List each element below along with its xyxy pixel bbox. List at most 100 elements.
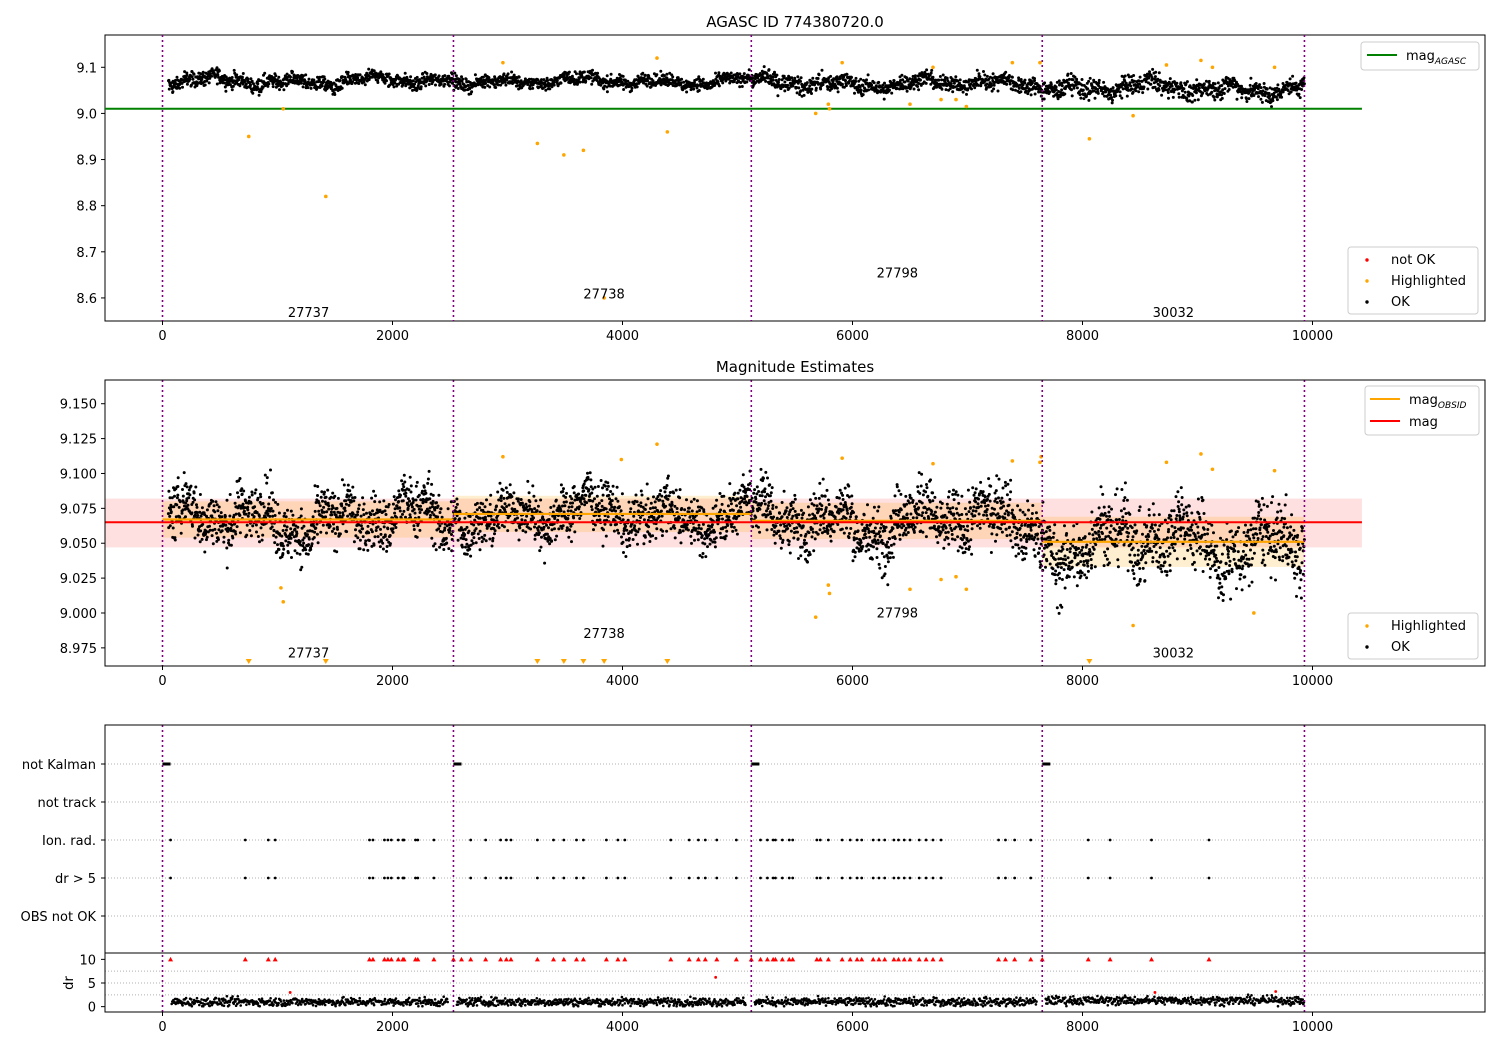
agasc-ok-point [1157, 71, 1161, 75]
agasc-ok-point [185, 71, 189, 75]
agasc-ok-point [619, 78, 623, 81]
estimates-ok-point [653, 500, 657, 504]
agasc-ok-point [652, 72, 656, 76]
estimates-ok-point [539, 545, 543, 549]
agasc-ok-point [1133, 79, 1136, 83]
agasc-ok-point [1138, 82, 1142, 86]
estimates-ok-point [570, 505, 574, 509]
estimates-ok-point [382, 525, 386, 529]
estimates-ok-point [436, 504, 440, 508]
estimates-ok-point [404, 494, 408, 498]
agasc-ok-point [388, 83, 392, 87]
estimates-ok-point [443, 526, 447, 530]
estimates-ok-point [624, 524, 628, 528]
estimates-ok-point [268, 514, 272, 518]
agasc-ok-point [363, 83, 367, 87]
estimates-ok-point [335, 550, 339, 554]
estimates-ok-point [521, 529, 525, 533]
estimates-ok-point [234, 512, 238, 516]
estimates-ok-point [391, 530, 395, 534]
estimates-ok-point [478, 506, 482, 510]
estimates-ok-point [235, 525, 239, 529]
estimates-ok-point [694, 527, 698, 531]
agasc-ok-point [642, 76, 646, 80]
estimates-ok-point [626, 518, 630, 522]
agasc-ok-point [235, 73, 239, 77]
estimates-ok-point [489, 514, 493, 518]
agasc-ok-point [1216, 81, 1220, 85]
agasc-ok-point [786, 83, 790, 87]
estimates-ok-point [362, 513, 366, 517]
estimates-ok-point [362, 502, 366, 506]
agasc-ok-point [1081, 88, 1085, 92]
estimates-ok-point [255, 530, 258, 534]
estimates-ok-point [342, 483, 346, 487]
agasc-status-legend: not OK Highlighted OK [1347, 246, 1479, 315]
agasc-ok-point [1142, 85, 1146, 89]
estimates-ok-point [541, 515, 545, 519]
agasc-ok-point [1197, 86, 1201, 90]
estimates-ok-point [701, 522, 705, 526]
agasc-ok-point [675, 83, 679, 87]
estimates-ok-point [559, 483, 563, 487]
agasc-ok-point [821, 83, 825, 87]
agasc-ok-point [1289, 90, 1293, 94]
agasc-ok-point [1059, 91, 1063, 94]
agasc-highlighted-point [562, 153, 566, 157]
legend-sub-agasc: AGASC [1434, 57, 1467, 67]
agasc-ok-point [468, 87, 472, 91]
estimates-ok-point [169, 510, 173, 514]
estimates-ok-point [233, 501, 237, 505]
estimates-ok-point [690, 509, 694, 513]
estimates-ok-point [397, 489, 401, 493]
estimates-ok-point [566, 509, 570, 513]
estimates-ok-point [217, 505, 221, 509]
estimates-ok-point [420, 508, 423, 512]
estimates-ok-point [587, 488, 591, 492]
agasc-panel: AGASC ID 774380720.0 8.68.78.88.99.09.10… [76, 13, 1486, 344]
estimates-ok-point [361, 508, 365, 512]
estimates-ok-point [357, 507, 361, 511]
estimates-ok-point [316, 485, 320, 488]
estimates-ok-point [402, 485, 406, 489]
estimates-ok-point [422, 485, 426, 489]
estimates-ok-point [700, 555, 704, 559]
estimates-ok-point [175, 496, 179, 500]
agasc-ok-point [483, 85, 487, 89]
estimates-ok-point [261, 533, 265, 537]
estimates-ok-point [184, 482, 188, 486]
agasc-ok-point [977, 83, 980, 87]
estimates-ok-point [379, 532, 383, 536]
agasc-ok-point [590, 82, 594, 86]
agasc-ok-point [937, 78, 941, 82]
estimates-ok-point [673, 526, 677, 530]
estimates-ok-point [351, 512, 355, 516]
agasc-ok-point [448, 84, 451, 88]
estimates-ok-point [168, 524, 172, 528]
agasc-ok-point [1262, 82, 1266, 85]
estimates-ok-point [616, 499, 620, 503]
agasc-ok-point [872, 81, 876, 85]
estimates-ok-point [361, 527, 365, 531]
estimates-ok-point [179, 531, 183, 535]
estimates-ok-point [625, 528, 629, 532]
agasc-ok-point [1054, 85, 1058, 89]
estimates-ok-point [499, 499, 503, 503]
estimates-ok-point [426, 477, 430, 481]
agasc-ok-point [705, 81, 708, 85]
agasc-ok-point [771, 78, 775, 82]
estimates-ok-point [401, 512, 404, 516]
agasc-ok-point [1123, 74, 1127, 78]
agasc-ok-point [1151, 67, 1155, 71]
estimates-ok-point [253, 505, 257, 509]
agasc-ok-point [230, 88, 234, 92]
agasc-ok-point [1060, 84, 1064, 88]
agasc-ok-point [890, 91, 894, 95]
estimates-ok-point [481, 502, 485, 506]
estimates-ok-point [249, 501, 253, 505]
estimates-ok-point [678, 488, 682, 492]
estimates-ok-point [547, 526, 550, 530]
estimates-ok-point [515, 509, 519, 513]
estimates-ok-point [516, 497, 520, 501]
estimates-ok-point [186, 503, 190, 507]
